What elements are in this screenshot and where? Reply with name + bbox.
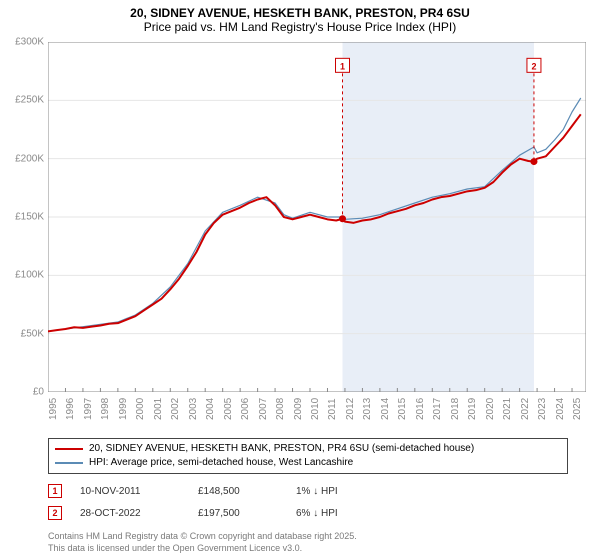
sale-date: 28-OCT-2022 bbox=[80, 508, 180, 519]
sale-row: 1 10-NOV-2011 £148,500 1% ↓ HPI bbox=[48, 480, 568, 502]
svg-text:1: 1 bbox=[340, 61, 345, 71]
x-tick: 2012 bbox=[345, 398, 356, 420]
x-tick: 2005 bbox=[223, 398, 234, 420]
title-block: 20, SIDNEY AVENUE, HESKETH BANK, PRESTON… bbox=[0, 0, 600, 36]
x-tick: 2002 bbox=[170, 398, 181, 420]
svg-text:2: 2 bbox=[531, 61, 536, 71]
sales-table: 1 10-NOV-2011 £148,500 1% ↓ HPI 2 28-OCT… bbox=[48, 480, 568, 524]
footer-line2: This data is licensed under the Open Gov… bbox=[48, 542, 357, 554]
x-tick: 2020 bbox=[485, 398, 496, 420]
x-tick: 2021 bbox=[502, 398, 513, 420]
sale-marker-icon: 2 bbox=[48, 506, 62, 520]
x-tick: 2009 bbox=[293, 398, 304, 420]
y-tick: £50K bbox=[21, 328, 44, 339]
title-line1: 20, SIDNEY AVENUE, HESKETH BANK, PRESTON… bbox=[0, 6, 600, 20]
x-tick: 1999 bbox=[118, 398, 129, 420]
y-axis: £0£50K£100K£150K£200K£250K£300K bbox=[0, 42, 48, 392]
y-tick: £300K bbox=[15, 37, 44, 48]
sale-row: 2 28-OCT-2022 £197,500 6% ↓ HPI bbox=[48, 502, 568, 524]
x-tick: 2003 bbox=[188, 398, 199, 420]
x-tick: 2001 bbox=[153, 398, 164, 420]
x-tick: 2017 bbox=[432, 398, 443, 420]
footer-line1: Contains HM Land Registry data © Crown c… bbox=[48, 530, 357, 542]
sale-date: 10-NOV-2011 bbox=[80, 486, 180, 497]
legend-swatch bbox=[55, 462, 83, 464]
sale-price: £197,500 bbox=[198, 508, 278, 519]
legend-swatch bbox=[55, 448, 83, 450]
x-tick: 2000 bbox=[135, 398, 146, 420]
x-tick: 2019 bbox=[467, 398, 478, 420]
x-tick: 2018 bbox=[450, 398, 461, 420]
plot-svg: 12 bbox=[48, 42, 586, 392]
y-tick: £200K bbox=[15, 153, 44, 164]
legend: 20, SIDNEY AVENUE, HESKETH BANK, PRESTON… bbox=[48, 438, 568, 474]
x-tick: 2010 bbox=[310, 398, 321, 420]
x-tick: 2022 bbox=[520, 398, 531, 420]
sale-delta: 1% ↓ HPI bbox=[296, 486, 338, 497]
x-tick: 2008 bbox=[275, 398, 286, 420]
sale-marker-icon: 1 bbox=[48, 484, 62, 498]
y-tick: £250K bbox=[15, 95, 44, 106]
x-tick: 2016 bbox=[415, 398, 426, 420]
sale-price: £148,500 bbox=[198, 486, 278, 497]
x-tick: 2015 bbox=[397, 398, 408, 420]
chart-area: 12 bbox=[48, 42, 586, 392]
x-tick: 2024 bbox=[555, 398, 566, 420]
x-tick: 2004 bbox=[205, 398, 216, 420]
x-tick: 1998 bbox=[100, 398, 111, 420]
legend-item-hpi: HPI: Average price, semi-detached house,… bbox=[55, 456, 561, 470]
title-line2: Price paid vs. HM Land Registry's House … bbox=[0, 20, 600, 34]
x-tick: 2013 bbox=[362, 398, 373, 420]
chart-container: 20, SIDNEY AVENUE, HESKETH BANK, PRESTON… bbox=[0, 0, 600, 560]
y-tick: £100K bbox=[15, 270, 44, 281]
legend-label: 20, SIDNEY AVENUE, HESKETH BANK, PRESTON… bbox=[89, 442, 474, 456]
legend-item-price: 20, SIDNEY AVENUE, HESKETH BANK, PRESTON… bbox=[55, 442, 561, 456]
x-tick: 2006 bbox=[240, 398, 251, 420]
x-tick: 2023 bbox=[537, 398, 548, 420]
legend-label: HPI: Average price, semi-detached house,… bbox=[89, 456, 353, 470]
x-tick: 1996 bbox=[65, 398, 76, 420]
x-tick: 2007 bbox=[258, 398, 269, 420]
x-tick: 2011 bbox=[327, 398, 338, 420]
x-tick: 1995 bbox=[48, 398, 59, 420]
sale-delta: 6% ↓ HPI bbox=[296, 508, 338, 519]
footer: Contains HM Land Registry data © Crown c… bbox=[48, 530, 357, 554]
x-tick: 1997 bbox=[83, 398, 94, 420]
x-tick: 2014 bbox=[380, 398, 391, 420]
x-tick: 2025 bbox=[572, 398, 583, 420]
y-tick: £0 bbox=[33, 387, 44, 398]
y-tick: £150K bbox=[15, 212, 44, 223]
